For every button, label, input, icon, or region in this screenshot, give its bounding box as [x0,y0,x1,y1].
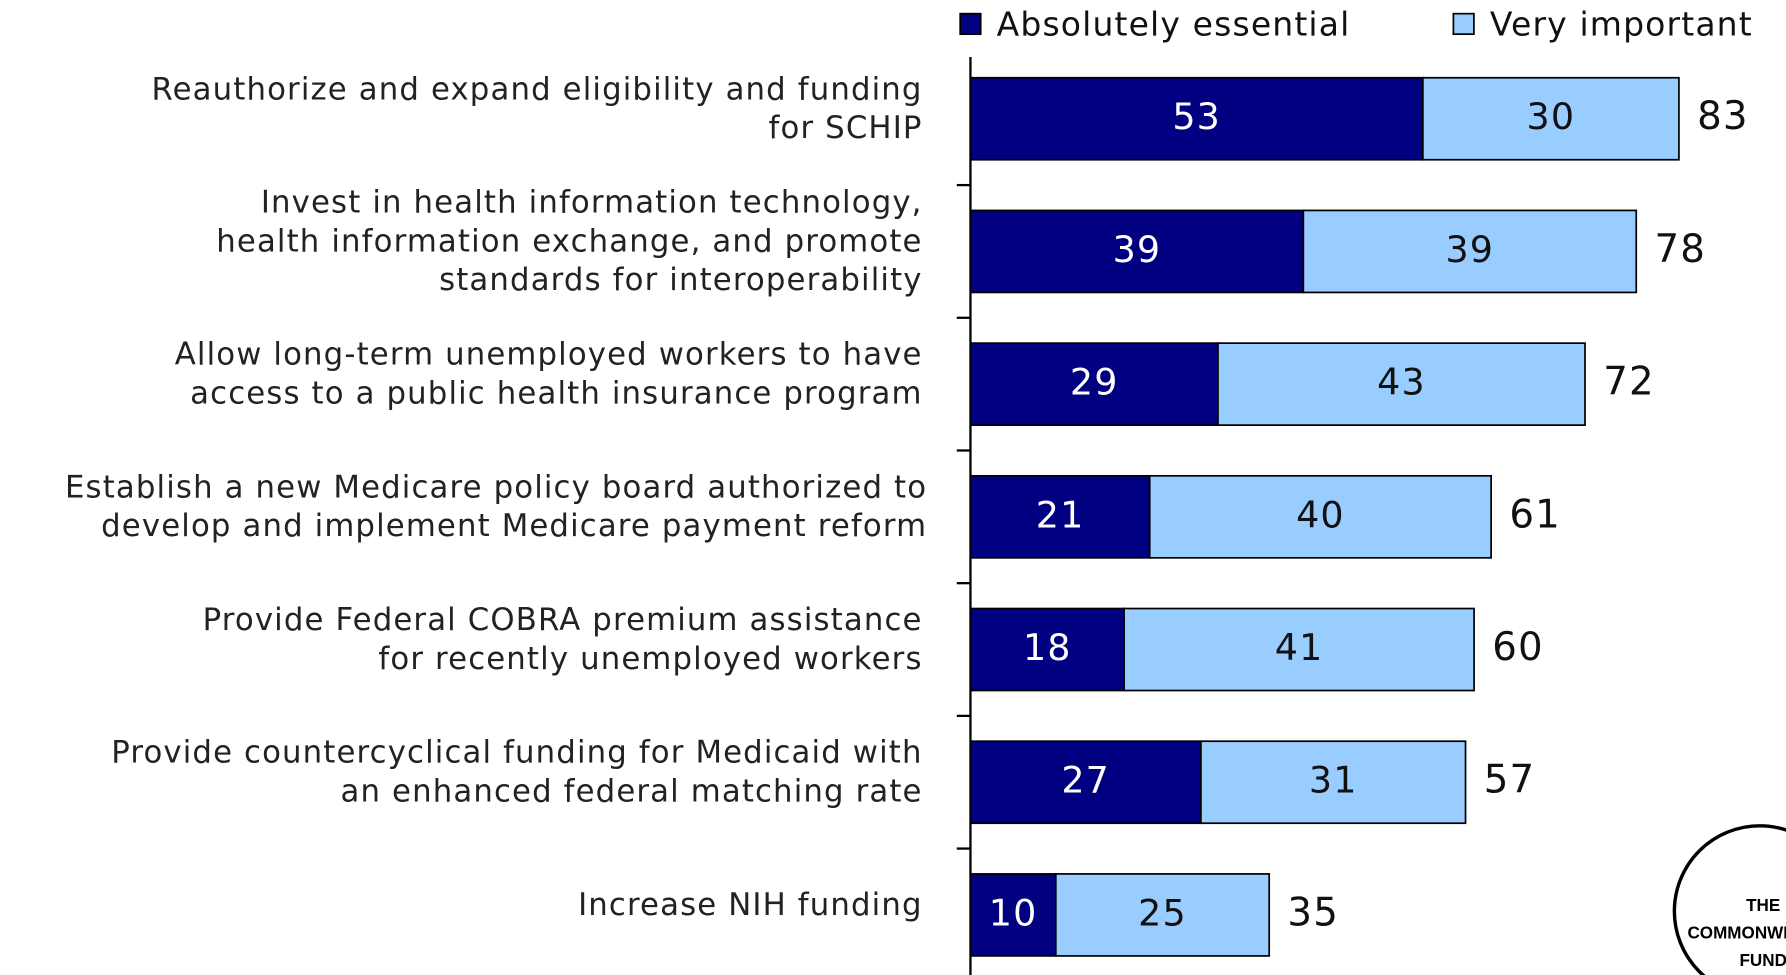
bar-segment [1054,873,1271,957]
logo-circle [1672,824,1786,975]
category-label: Invest in health information technology,… [216,184,922,297]
bar-segment [1217,342,1586,426]
bar-segment [1302,209,1638,294]
segment-label: 43 [1377,361,1426,404]
segment-label: 39 [1113,228,1162,271]
bar-segment [969,607,1125,692]
bar-segment [969,209,1305,294]
total-label: 57 [1484,758,1536,803]
bar-segment [1421,76,1680,161]
bar-segment [1123,607,1475,692]
bar-segment [1148,474,1492,559]
category-label: Provide countercyclical funding for Medi… [111,734,922,809]
legend-label: Absolutely essential [997,5,1351,44]
category-label: Allow long-term unemployed workers to ha… [175,336,923,411]
total-label: 61 [1509,492,1561,537]
segment-label: 29 [1070,361,1119,404]
logo-text: THE [1746,896,1780,915]
segment-label: 18 [1023,626,1072,669]
legend-swatch [1452,12,1475,36]
segment-label: 40 [1296,493,1345,536]
bar-segment [969,474,1151,559]
category-label: Reauthorize and expand eligibility and f… [152,71,923,146]
total-label: 78 [1654,227,1706,272]
segment-label: 25 [1138,891,1187,934]
segment-label: 21 [1036,493,1085,536]
segment-label: 39 [1445,228,1494,271]
segment-label: 31 [1309,759,1358,802]
category-label: Increase NIH funding [578,886,923,922]
segment-label: 30 [1527,95,1576,138]
total-label: 60 [1492,625,1544,670]
bar-segment [969,740,1202,825]
logo-text: FUND [1739,951,1786,970]
bar-segment [1200,740,1467,825]
total-label: 35 [1287,890,1339,935]
total-label: 72 [1603,360,1655,405]
total-label: 83 [1697,94,1749,139]
logo-text: COMMONWEALTH [1687,924,1786,943]
category-label: Establish a new Medicare policy board au… [65,469,927,544]
legend-label: Very important [1490,5,1753,44]
legend-swatch [959,12,982,36]
segment-label: 10 [989,891,1038,934]
category-label: Provide Federal COBRA premium assistance… [203,602,923,677]
bar-segment [969,342,1219,426]
bar-segment [969,76,1424,161]
segment-label: 53 [1172,95,1221,138]
segment-label: 27 [1061,759,1110,802]
segment-label: 41 [1275,626,1324,669]
